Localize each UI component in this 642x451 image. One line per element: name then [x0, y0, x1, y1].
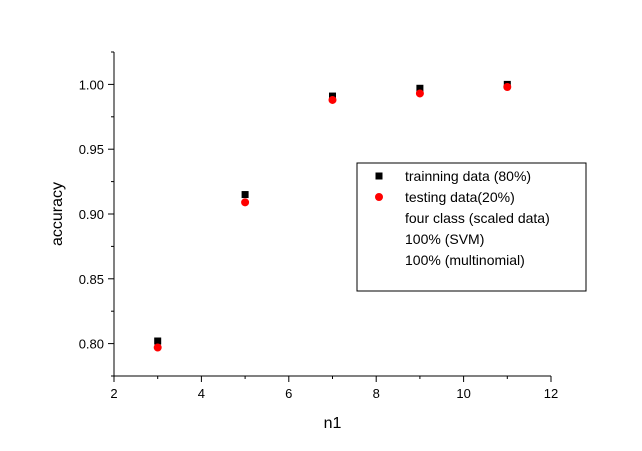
data-point-testing — [328, 95, 337, 104]
legend-note: 100% (SVM) — [405, 231, 484, 247]
x-tick-label: 12 — [544, 386, 558, 401]
data-point-training — [154, 337, 162, 345]
x-tick-label: 8 — [373, 386, 380, 401]
y-tick-label: 0.80 — [79, 337, 104, 352]
y-tick-label: 0.95 — [79, 142, 104, 157]
data-point-training — [241, 191, 249, 199]
data-point-training — [416, 84, 424, 92]
data-point-testing — [415, 89, 424, 98]
data-point-testing — [241, 198, 250, 207]
x-tick-label: 4 — [198, 386, 205, 401]
y-axis-ticks: 0.80 0.85 0.90 0.95 1.00 — [79, 51, 114, 377]
data-points — [153, 80, 512, 352]
data-point-testing — [153, 343, 162, 352]
x-tick-label: 10 — [456, 386, 470, 401]
data-point-testing — [503, 82, 512, 91]
x-tick-label: 6 — [285, 386, 292, 401]
legend-label-training: trainning data (80%) — [405, 168, 531, 184]
y-tick-label: 0.90 — [79, 207, 104, 222]
x-tick-label: 2 — [110, 386, 117, 401]
legend-label-testing: testing data(20%) — [405, 189, 515, 205]
legend-note: four class (scaled data) — [405, 210, 550, 226]
x-axis-ticks: 2 4 6 8 10 12 — [110, 376, 558, 401]
x-axis-label: n1 — [324, 415, 342, 432]
y-axis-label: accuracy — [49, 182, 66, 246]
y-tick-label: 1.00 — [79, 77, 104, 92]
legend-symbol-testing — [375, 193, 383, 201]
legend-box — [356, 162, 587, 292]
y-tick-label: 0.85 — [79, 272, 104, 287]
legend-note: 100% (multinomial) — [405, 252, 525, 268]
legend-symbol-training — [375, 172, 383, 180]
legend: trainning data (80%) testing data(20%) f… — [356, 162, 587, 292]
